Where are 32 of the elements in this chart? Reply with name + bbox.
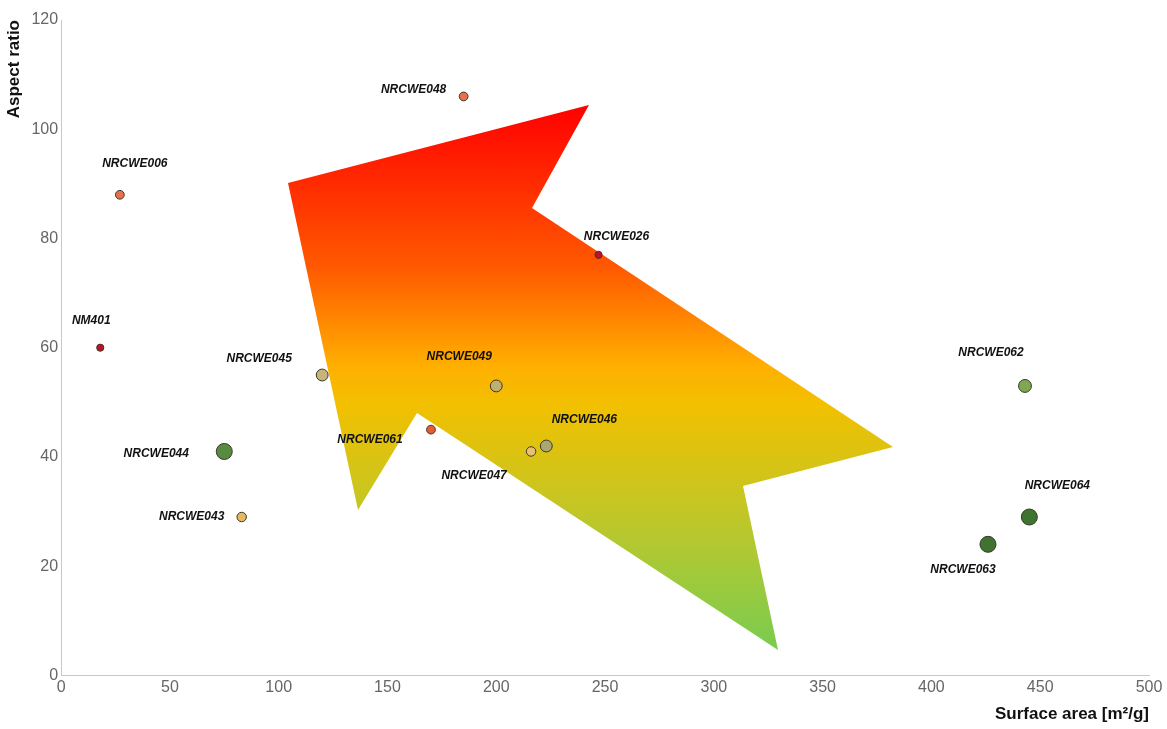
y-axis-title: Aspect ratio bbox=[3, 20, 23, 119]
text: NRCWE045 bbox=[226, 351, 293, 366]
series-label: NRCWE064 bbox=[1024, 478, 1091, 493]
series-label: NRCWE026 bbox=[583, 229, 650, 244]
series-label: NRCWE063 bbox=[930, 561, 996, 576]
x-tick-label: 400 bbox=[918, 678, 945, 696]
x-tick-label: 250 bbox=[591, 678, 619, 696]
series-label: NRCWE043 bbox=[159, 509, 225, 524]
y-tick-label: 40 bbox=[40, 447, 59, 465]
x-tick-label: 50 bbox=[160, 678, 179, 696]
series-label: NRCWE046 bbox=[551, 412, 618, 427]
series-label: NRCWE048 bbox=[380, 81, 447, 96]
x-tick-label: 500 bbox=[1135, 678, 1163, 696]
x-tick-label: 200 bbox=[482, 678, 510, 696]
series-label: NRCWE049 bbox=[426, 349, 493, 364]
x-tick-label: 450 bbox=[1026, 678, 1054, 696]
y-tick-label: 20 bbox=[40, 556, 59, 574]
x-tick-label: 150 bbox=[374, 678, 401, 696]
text: NRCWE044 bbox=[123, 445, 190, 460]
x-tick-label: 350 bbox=[809, 678, 837, 696]
text: NRCWE006 bbox=[102, 156, 168, 171]
y-tick-label: 0 bbox=[49, 665, 59, 683]
y-tick-label: 120 bbox=[31, 10, 59, 28]
series-label: NRCWE062 bbox=[958, 345, 1024, 360]
y-tick-label: 100 bbox=[31, 119, 59, 137]
y-tick-label: 60 bbox=[40, 338, 59, 356]
x-tick-label: 300 bbox=[700, 678, 728, 696]
series-label: NM401 bbox=[71, 313, 111, 328]
x-axis-title: Surface area [m²/g] bbox=[995, 704, 1149, 724]
y-tick-label: 80 bbox=[40, 228, 59, 246]
text: NRCWE047 bbox=[441, 467, 509, 482]
x-tick-label: 100 bbox=[265, 678, 293, 696]
